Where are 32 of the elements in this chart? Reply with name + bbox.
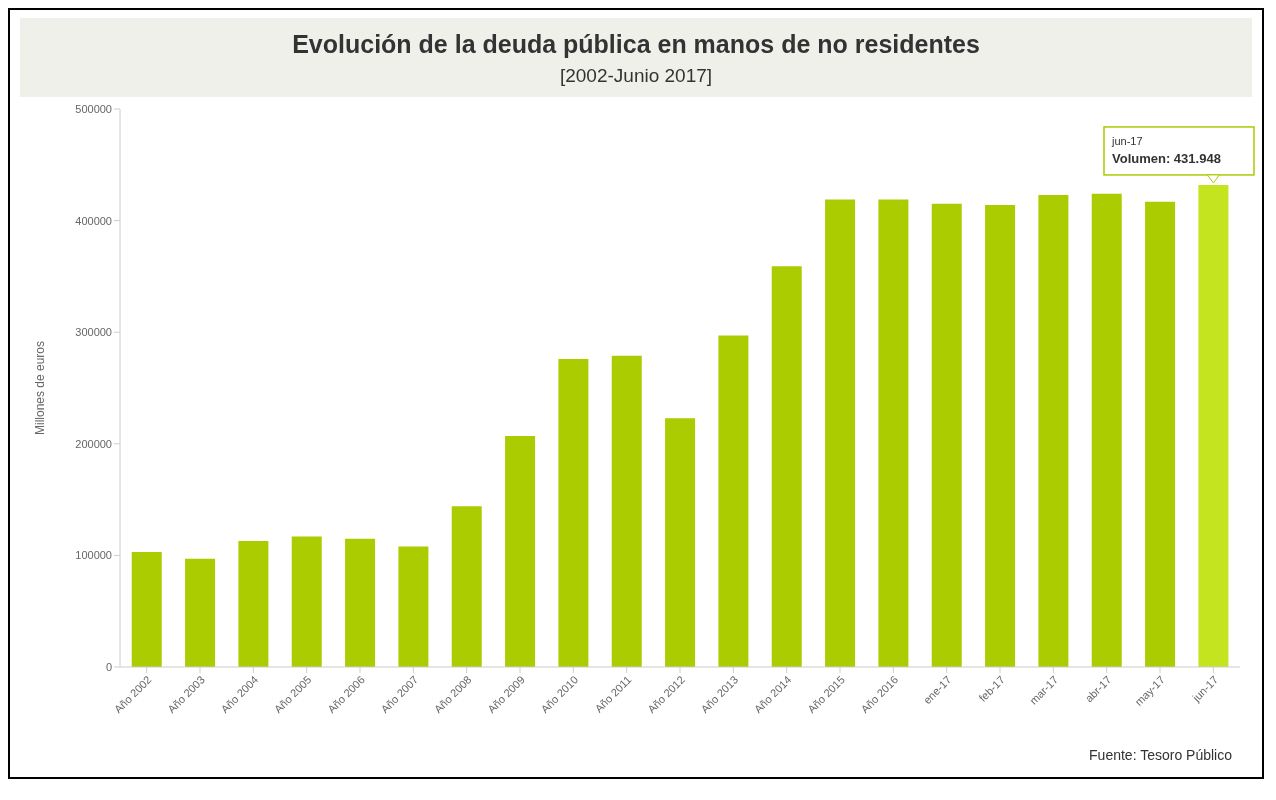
bar [1145,201,1176,667]
bar [931,203,962,667]
y-tick-label: 0 [105,660,112,673]
chart-title: Evolución de la deuda pública en manos de no residentes [291,30,981,59]
bar [238,540,269,667]
bar [878,199,909,667]
bar [665,418,696,667]
bar [345,538,376,667]
bar [185,558,216,667]
bar [1091,193,1122,667]
bar [611,355,642,667]
bar [398,546,429,667]
y-tick-label: 500000 [75,102,112,115]
annotation: jun-17 Volumen: 431.948 [1111,134,1221,166]
bar [505,435,536,667]
bar [291,536,322,667]
bar [771,266,802,667]
y-tick-label: 400000 [75,214,112,227]
bar [131,552,162,667]
y-axis-title: Millones de euros [33,340,48,436]
source-note: Fuente: Tesoro Público [1088,747,1233,765]
bar [718,335,749,667]
bar [558,358,589,667]
bar [451,506,482,667]
y-tick-label: 100000 [75,549,112,562]
y-tick-label: 200000 [75,437,112,450]
bar [1038,194,1069,667]
chart-subtitle: [2002-Junio 2017] [558,65,714,87]
bar [825,199,856,667]
y-tick-label: 300000 [75,326,112,339]
bar [1198,184,1229,667]
bar [985,204,1016,667]
